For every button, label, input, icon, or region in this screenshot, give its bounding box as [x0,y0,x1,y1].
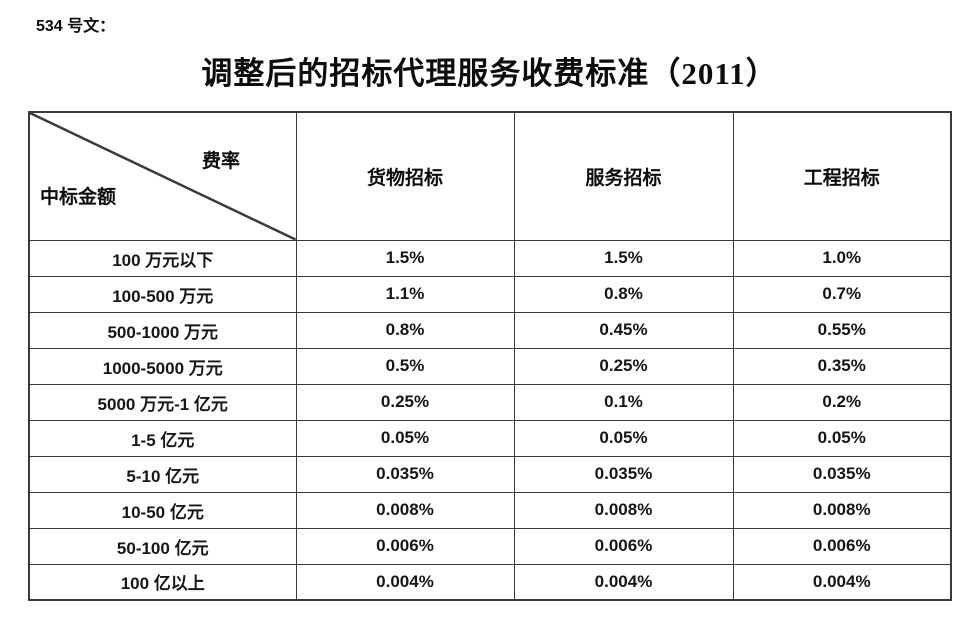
table-row: 100 万元以下 1.5% 1.5% 1.0% [28,239,952,277]
table-row: 1-5 亿元 0.05% 0.05% 0.05% [28,419,952,457]
rate-cell: 0.006% [732,527,952,565]
rate-cell: 0.8% [513,275,734,313]
amount-range-cell: 5000 万元-1 亿元 [28,383,297,421]
rate-cell: 0.008% [513,491,734,529]
rate-cell: 0.7% [732,275,952,313]
rate-cell: 0.1% [513,383,734,421]
column-header-services: 服务招标 [513,111,734,241]
amount-range-cell: 500-1000 万元 [28,311,297,349]
table-row: 50-100 亿元 0.006% 0.006% 0.006% [28,527,952,565]
rate-cell: 1.5% [295,239,515,277]
rate-cell: 0.035% [295,455,515,493]
rate-cell: 0.006% [513,527,734,565]
rate-cell: 0.35% [732,347,952,385]
diagonal-divider-icon [30,113,295,239]
fee-rate-label: 费率 [202,151,241,172]
table-row: 5000 万元-1 亿元 0.25% 0.1% 0.2% [28,383,952,421]
rate-cell: 0.05% [295,419,515,457]
amount-range-cell: 100 亿以上 [28,563,297,601]
rate-cell: 0.008% [732,491,952,529]
table-row: 500-1000 万元 0.8% 0.45% 0.55% [28,311,952,349]
rate-cell: 1.0% [732,239,952,277]
amount-range-cell: 1000-5000 万元 [28,347,297,385]
rate-cell: 0.25% [513,347,734,385]
amount-range-cell: 10-50 亿元 [28,491,297,529]
rate-cell: 0.035% [513,455,734,493]
rate-cell: 0.05% [732,419,952,457]
rate-cell: 0.5% [295,347,515,385]
table-row: 100 亿以上 0.004% 0.004% 0.004% [28,563,952,601]
fee-table: 费率 中标金额 货物招标 服务招标 工程招标 100 万元以下 1.5% 1.5… [28,111,952,601]
column-header-engineering: 工程招标 [732,111,952,241]
rate-cell: 0.55% [732,311,952,349]
table-row: 1000-5000 万元 0.5% 0.25% 0.35% [28,347,952,385]
header-row: 费率 中标金额 货物招标 服务招标 工程招标 [28,111,952,241]
rate-cell: 0.006% [295,527,515,565]
rate-cell: 0.25% [295,383,515,421]
document-title: 调整后的招标代理服务收费标准（2011） [201,56,778,91]
doc-number-label: 534 号文： [36,18,116,35]
table-row: 5-10 亿元 0.035% 0.035% 0.035% [28,455,952,493]
rate-cell: 0.004% [732,563,952,601]
amount-range-cell: 50-100 亿元 [28,527,297,565]
column-header-goods: 货物招标 [295,111,515,241]
rate-cell: 0.2% [732,383,952,421]
rate-cell: 0.45% [513,311,734,349]
rate-cell: 1.5% [513,239,734,277]
bid-amount-label: 中标金额 [40,187,117,208]
rate-cell: 0.004% [295,563,515,601]
rate-cell: 0.004% [513,563,734,601]
table-row: 100-500 万元 1.1% 0.8% 0.7% [28,275,952,313]
rate-cell: 0.8% [295,311,515,349]
amount-range-cell: 5-10 亿元 [28,455,297,493]
rate-cell: 1.1% [295,275,515,313]
amount-range-cell: 100-500 万元 [28,275,297,313]
rate-cell: 0.035% [732,455,952,493]
rate-cell: 0.008% [295,491,515,529]
amount-range-cell: 100 万元以下 [28,239,297,277]
table-row: 10-50 亿元 0.008% 0.008% 0.008% [28,491,952,529]
corner-header-cell: 费率 中标金额 [28,111,297,241]
amount-range-cell: 1-5 亿元 [28,419,297,457]
rate-cell: 0.05% [513,419,734,457]
